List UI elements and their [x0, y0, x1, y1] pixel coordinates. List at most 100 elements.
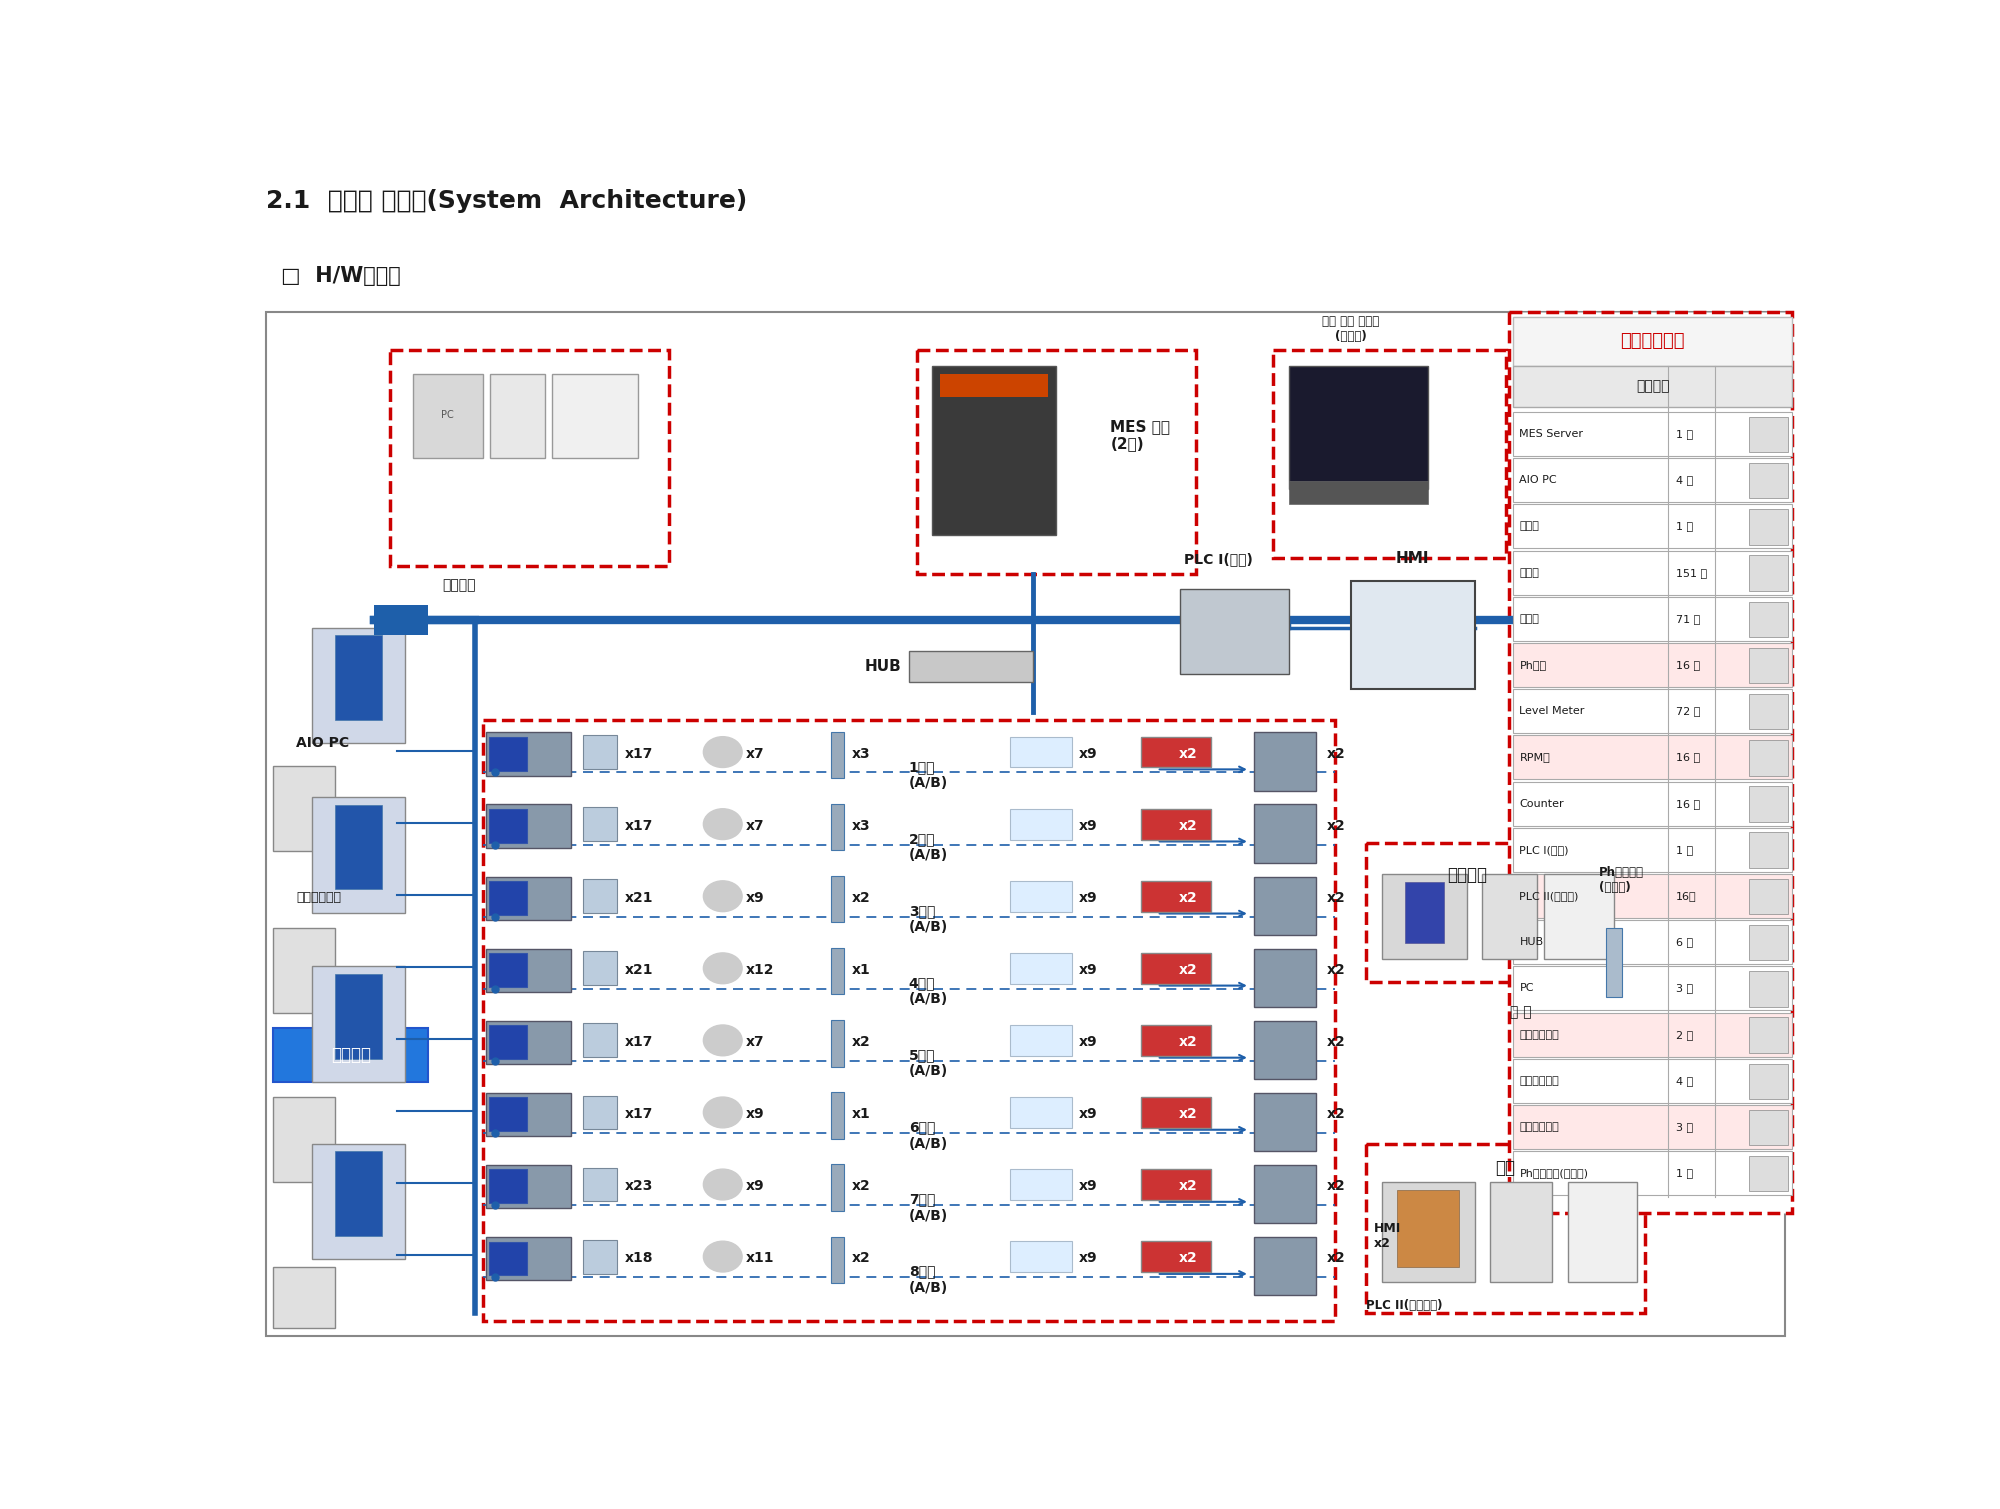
Text: HUB: HUB: [1520, 937, 1544, 948]
Text: x2: x2: [852, 1035, 870, 1049]
Bar: [312, 797, 404, 913]
Bar: [486, 1093, 570, 1136]
Text: 자재입고: 자재입고: [442, 578, 476, 593]
Text: 원격 지원 서비스
(노트북): 원격 지원 서비스 (노트북): [1322, 315, 1380, 343]
Bar: [1254, 949, 1316, 1007]
Bar: [1010, 736, 1072, 768]
Bar: [1142, 1242, 1212, 1272]
Text: x2: x2: [1328, 963, 1346, 976]
Bar: [490, 374, 544, 459]
Bar: [1748, 1017, 1788, 1053]
Text: 1라인
(A/B): 1라인 (A/B): [908, 761, 948, 791]
Text: 1 대: 1 대: [1676, 522, 1694, 531]
Bar: [486, 877, 570, 919]
Text: x12: x12: [746, 963, 774, 976]
Text: PC: PC: [442, 410, 454, 420]
Text: x2: x2: [1328, 890, 1346, 905]
Text: AIO PC: AIO PC: [1520, 475, 1558, 486]
Text: 6라인
(A/B): 6라인 (A/B): [908, 1120, 948, 1150]
Text: x9: x9: [1080, 747, 1098, 761]
Bar: [1490, 1182, 1552, 1283]
Bar: [1748, 416, 1788, 453]
Text: 출하: 출하: [1496, 1159, 1516, 1177]
Bar: [1514, 412, 1792, 456]
Text: x2: x2: [1328, 1035, 1346, 1049]
Bar: [832, 1165, 844, 1210]
Text: x2: x2: [1178, 1035, 1198, 1049]
Bar: [1508, 312, 1792, 1213]
Text: 71 대: 71 대: [1676, 614, 1700, 623]
Bar: [1748, 833, 1788, 868]
Bar: [1010, 952, 1072, 984]
Bar: [1748, 694, 1788, 729]
Bar: [1514, 920, 1792, 964]
Ellipse shape: [704, 736, 742, 768]
Text: x17: x17: [626, 747, 654, 761]
Bar: [488, 1025, 528, 1059]
Bar: [1010, 1169, 1072, 1200]
Bar: [1254, 732, 1316, 791]
Bar: [1366, 844, 1644, 982]
Bar: [1748, 739, 1788, 776]
Text: x9: x9: [1080, 1035, 1098, 1049]
Text: MES Server: MES Server: [1520, 429, 1584, 439]
Bar: [584, 1168, 618, 1201]
Text: HMI: HMI: [1396, 551, 1430, 566]
Bar: [488, 954, 528, 987]
Bar: [1482, 874, 1536, 958]
Bar: [312, 1144, 404, 1259]
Bar: [336, 1151, 382, 1236]
Text: x2: x2: [1178, 1179, 1198, 1194]
Bar: [1254, 877, 1316, 936]
Text: Counter: Counter: [1520, 798, 1564, 809]
Bar: [1514, 828, 1792, 872]
Ellipse shape: [704, 1242, 742, 1272]
Bar: [1748, 1109, 1788, 1145]
Text: x11: x11: [746, 1251, 774, 1265]
Text: PLC II(정류기): PLC II(정류기): [1520, 890, 1578, 901]
Text: x17: x17: [626, 1035, 654, 1049]
Bar: [940, 374, 1048, 397]
Bar: [274, 1266, 336, 1328]
Bar: [336, 635, 382, 720]
Text: 5라인
(A/B): 5라인 (A/B): [908, 1049, 948, 1079]
Bar: [1010, 1097, 1072, 1127]
Bar: [1254, 1237, 1316, 1295]
Bar: [336, 804, 382, 889]
Text: 4 대: 4 대: [1676, 1076, 1694, 1086]
Bar: [488, 736, 528, 771]
Ellipse shape: [704, 881, 742, 911]
Text: x2: x2: [1178, 1108, 1198, 1121]
Text: x3: x3: [852, 747, 870, 761]
Text: x2: x2: [1178, 890, 1198, 905]
Text: 바코드스캐너: 바코드스캐너: [1520, 1076, 1560, 1086]
Bar: [1606, 928, 1622, 997]
Text: x7: x7: [746, 1035, 764, 1049]
Bar: [1748, 602, 1788, 637]
Bar: [1514, 504, 1792, 548]
Bar: [1010, 1242, 1072, 1272]
Bar: [486, 1237, 570, 1280]
Text: x1: x1: [852, 1108, 870, 1121]
Bar: [1514, 735, 1792, 779]
Text: 16 대: 16 대: [1676, 798, 1700, 809]
Text: x2: x2: [1328, 1108, 1346, 1121]
Bar: [1514, 598, 1792, 641]
Text: x21: x21: [626, 963, 654, 976]
Text: 3 대: 3 대: [1676, 1123, 1694, 1132]
Text: Level Meter: Level Meter: [1520, 706, 1584, 717]
Text: □  H/W구성도: □ H/W구성도: [280, 266, 400, 285]
Bar: [1142, 736, 1212, 768]
Text: x2: x2: [1178, 963, 1198, 976]
Bar: [488, 1097, 528, 1132]
Bar: [1514, 1151, 1792, 1195]
Bar: [832, 1020, 844, 1067]
Bar: [312, 628, 404, 742]
Bar: [488, 1242, 528, 1275]
Bar: [584, 807, 618, 841]
Bar: [1748, 509, 1788, 545]
Ellipse shape: [704, 1025, 742, 1056]
Bar: [1748, 647, 1788, 684]
Bar: [1366, 1144, 1644, 1313]
Text: x2: x2: [1178, 747, 1198, 761]
